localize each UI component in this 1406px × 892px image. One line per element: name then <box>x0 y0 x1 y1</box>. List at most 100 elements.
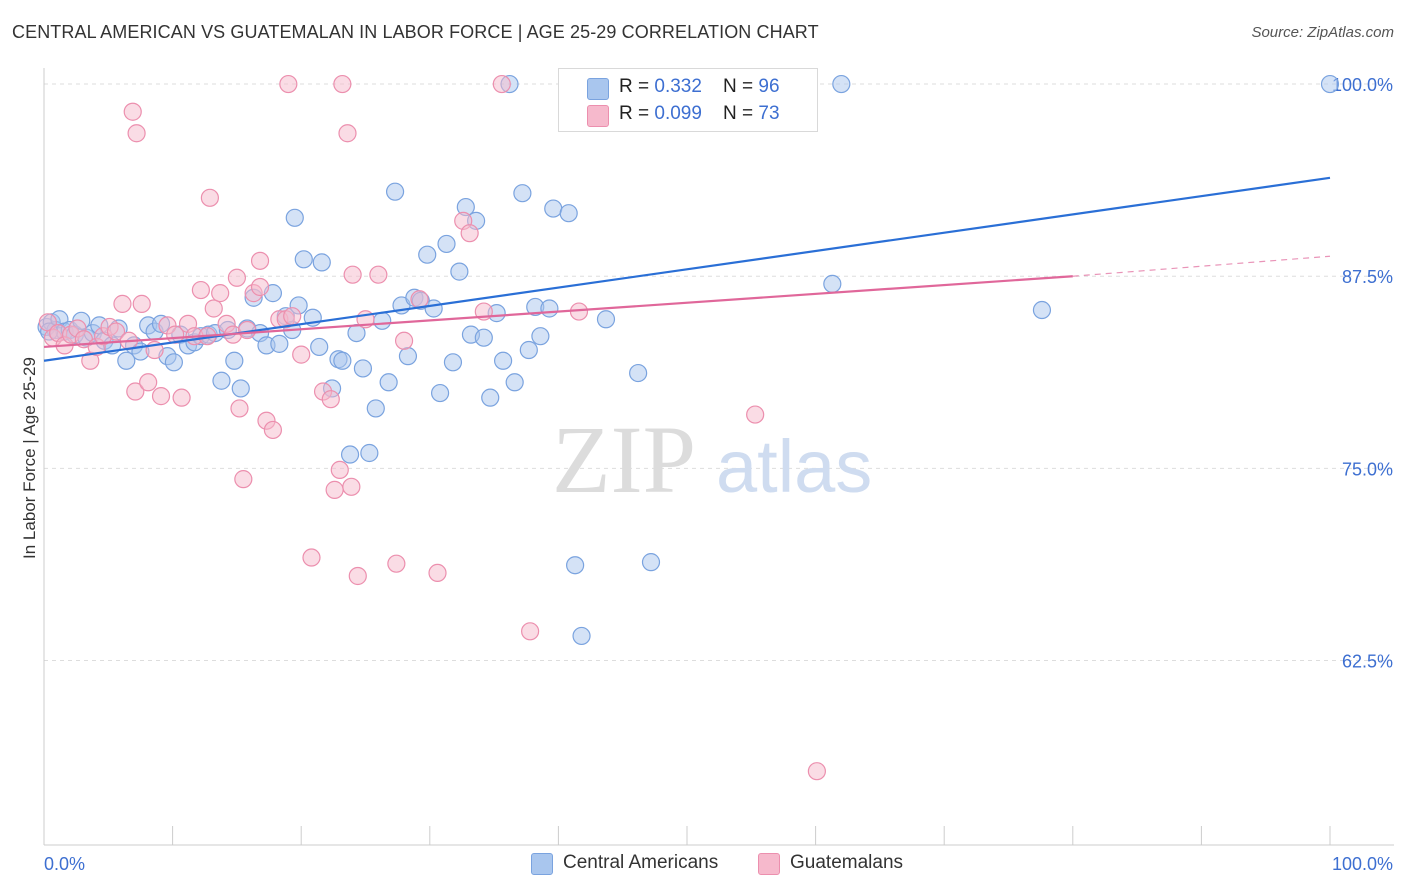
legend-n-label: N = <box>723 76 759 97</box>
data-point <box>492 74 511 94</box>
series-central-americans <box>37 74 1340 646</box>
data-point <box>191 280 210 300</box>
data-point <box>330 460 349 480</box>
legend-label-central-americans: Central Americans <box>563 852 719 873</box>
data-point <box>474 328 493 347</box>
legend-r-label: R = <box>619 103 655 124</box>
data-point <box>302 548 321 567</box>
data-point <box>348 566 367 586</box>
y-tick-label: 100.0% <box>1332 75 1393 95</box>
data-point <box>283 307 302 326</box>
data-point <box>544 199 563 218</box>
trend-lines <box>43 176 1331 362</box>
data-point <box>807 762 826 781</box>
data-point <box>292 345 311 364</box>
data-point <box>321 390 340 409</box>
data-point <box>325 480 344 499</box>
data-point <box>494 351 513 370</box>
legend-label-guatemalans: Guatemalans <box>790 852 904 873</box>
data-point <box>338 124 357 143</box>
trend-line <box>43 275 1073 349</box>
source-credit: Source: ZipAtlas.com <box>1251 24 1394 41</box>
data-point <box>410 290 429 309</box>
trend-line-extension <box>1072 255 1331 277</box>
data-point <box>312 253 331 272</box>
data-point <box>211 284 230 303</box>
legend-n-value: 96 <box>758 76 780 97</box>
data-point <box>310 337 329 357</box>
data-point <box>430 383 450 403</box>
data-point <box>360 443 379 463</box>
data-point <box>342 477 361 496</box>
data-point <box>1032 300 1052 320</box>
data-point <box>212 371 231 390</box>
data-point <box>139 373 158 392</box>
data-point <box>340 445 360 464</box>
data-point <box>566 556 585 575</box>
data-point <box>126 382 145 401</box>
data-point <box>437 234 456 254</box>
data-point <box>164 353 183 372</box>
data-point <box>746 405 765 424</box>
data-point <box>481 388 500 407</box>
data-point <box>629 363 648 383</box>
x-tick-label: 100.0% <box>1332 854 1393 874</box>
chart-title: CENTRAL AMERICAN VS GUATEMALAN IN LABOR … <box>12 22 819 42</box>
legend-r-label: R = <box>619 76 655 97</box>
y-tick-label: 87.5% <box>1342 267 1393 287</box>
data-point <box>151 387 171 406</box>
data-point <box>531 327 550 346</box>
data-point <box>832 74 851 94</box>
data-point <box>172 388 191 407</box>
data-point <box>117 351 136 370</box>
watermark: ZIP atlas <box>552 406 872 513</box>
data-point <box>387 554 406 573</box>
legend-r-value: 0.332 <box>654 76 702 97</box>
data-point <box>230 399 249 418</box>
data-point <box>200 188 219 207</box>
legend-r-value: 0.099 <box>654 103 702 124</box>
data-point <box>450 262 469 281</box>
y-axis-label: In Labor Force | Age 25-29 <box>20 357 39 559</box>
legend-swatch-pink <box>587 105 609 127</box>
trend-line <box>43 176 1331 362</box>
data-point <box>123 102 142 121</box>
data-point <box>231 379 250 398</box>
legend-swatch-pink <box>758 853 780 875</box>
data-point <box>379 373 398 392</box>
data-point <box>460 224 479 243</box>
legend-swatch-blue <box>531 853 553 875</box>
legend-swatch-blue <box>587 78 609 100</box>
data-point <box>250 277 270 297</box>
legend-n-value: 73 <box>758 103 780 124</box>
data-point <box>823 274 842 294</box>
series-guatemalans <box>38 74 826 781</box>
data-point <box>513 184 532 203</box>
data-point <box>394 331 414 350</box>
data-point <box>279 74 298 94</box>
data-point <box>369 265 388 284</box>
data-point <box>366 399 385 418</box>
data-point <box>353 359 373 378</box>
x-tick-label: 0.0% <box>44 854 85 874</box>
data-point <box>373 311 392 330</box>
data-point <box>113 294 132 313</box>
data-point <box>263 420 283 440</box>
data-point <box>127 124 146 143</box>
data-point <box>106 322 126 341</box>
data-point <box>343 265 362 284</box>
data-point <box>540 299 559 318</box>
data-point <box>385 182 405 201</box>
data-point <box>398 347 418 366</box>
data-point <box>559 204 578 223</box>
y-tick-label: 75.0% <box>1342 459 1393 479</box>
data-point <box>225 351 244 370</box>
stats-legend: R = 0.332 N = 96 R = 0.099 N = 73 <box>558 68 818 132</box>
y-tick-label: 62.5% <box>1342 652 1393 672</box>
data-point <box>132 294 151 313</box>
data-point <box>505 373 524 392</box>
data-point <box>418 245 437 264</box>
tick-labels-layer: 62.5% 75.0% 87.5% 100.0% 0.0% 100.0% <box>44 75 1393 874</box>
data-point <box>596 310 616 329</box>
